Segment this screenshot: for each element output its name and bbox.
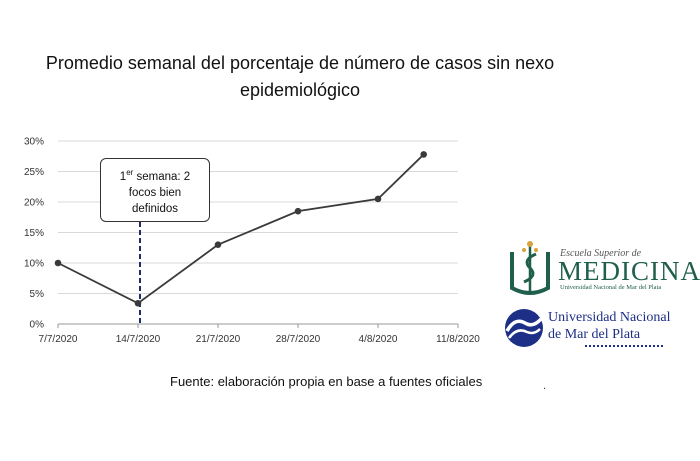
x-tick-label: 7/7/2020 bbox=[39, 334, 78, 345]
source-note: Fuente: elaboración propia en base a fue… bbox=[170, 374, 483, 389]
unmdp-logo: Universidad Nacional de Mar del Plata bbox=[503, 305, 693, 353]
y-tick-label: 10% bbox=[24, 259, 44, 270]
unmdp-dotted-rule bbox=[585, 345, 663, 347]
y-tick-label: 25% bbox=[24, 167, 44, 178]
x-tick-label: 14/7/2020 bbox=[116, 334, 161, 345]
annotation-line1: semana: 2 bbox=[133, 170, 191, 183]
medicina-line3: Universidad Nacional de Mar del Plata bbox=[560, 284, 662, 291]
x-tick-label: 11/8/2020 bbox=[436, 334, 480, 345]
medicina-line2: MEDICINA bbox=[558, 256, 700, 286]
medicina-line1: Escuela Superior de bbox=[560, 248, 642, 259]
annotation-superscript: er bbox=[126, 168, 134, 177]
data-point bbox=[294, 207, 302, 215]
series-line bbox=[57, 153, 425, 305]
unmdp-line1: Universidad Nacional bbox=[548, 310, 671, 325]
annotation-line3: definidos bbox=[131, 202, 179, 215]
medicina-logo: Escuela Superior de MEDICINA Universidad… bbox=[508, 238, 700, 300]
data-point bbox=[54, 259, 62, 267]
y-tick-label: 30% bbox=[24, 137, 44, 148]
y-tick-label: 5% bbox=[30, 289, 45, 300]
medicina-emblem-icon bbox=[510, 241, 550, 295]
data-point bbox=[134, 299, 142, 307]
data-point bbox=[420, 151, 428, 158]
annotation-callout: 1er semana: 2 focos bien definidos bbox=[100, 158, 210, 222]
annotation-number: 1 bbox=[119, 170, 127, 183]
annotation-line2: focos bien bbox=[128, 186, 182, 199]
y-tick-label: 15% bbox=[24, 228, 44, 239]
unmdp-wave-icon bbox=[505, 309, 543, 347]
x-axis-ticks: 7/7/2020 14/7/2020 21/7/2020 28/7/2020 4/8/2… bbox=[39, 324, 480, 345]
chart-title: Promedio semanal del porcentaje de númer… bbox=[45, 53, 555, 100]
y-axis-ticks: 0% 5% 10% 15% 20% 25% 30% bbox=[24, 137, 44, 331]
y-tick-label: 20% bbox=[24, 198, 44, 209]
x-tick-label: 21/7/2020 bbox=[196, 334, 241, 345]
data-point bbox=[214, 241, 222, 248]
data-markers bbox=[54, 151, 428, 307]
y-tick-label: 0% bbox=[30, 320, 45, 331]
data-point bbox=[374, 195, 382, 203]
dot-note: . bbox=[543, 380, 547, 392]
x-tick-label: 28/7/2020 bbox=[276, 334, 321, 345]
unmdp-line2: de Mar del Plata bbox=[548, 327, 641, 342]
x-tick-label: 4/8/2020 bbox=[359, 334, 398, 345]
